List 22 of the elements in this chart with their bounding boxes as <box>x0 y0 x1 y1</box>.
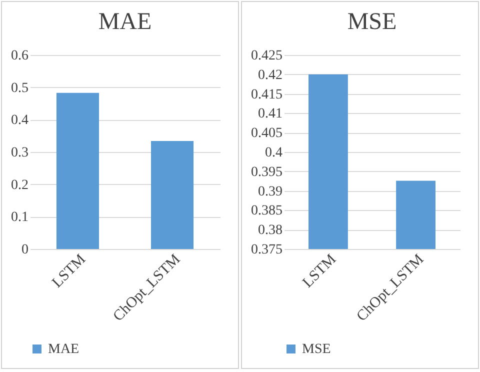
y-tick-label: 0.41 <box>258 106 282 122</box>
y-tick-label: 0.425 <box>251 48 282 64</box>
y-tick-label: 0.415 <box>251 87 282 102</box>
y-tick-label: 0.385 <box>251 204 282 219</box>
y-tick-label: 0 <box>22 242 28 258</box>
legend-label: MAE <box>48 342 80 357</box>
y-tick-label: 0.3 <box>11 146 28 160</box>
y-tick-label: 0.395 <box>251 164 282 180</box>
y-tick-label: 0.4 <box>11 113 28 128</box>
chart-title: MSE <box>347 9 397 35</box>
y-tick-label: 0.1 <box>11 210 28 226</box>
y-tick-label: 0.39 <box>258 184 282 200</box>
chart-title: MAE <box>98 9 152 35</box>
y-tick-label: 0.405 <box>251 126 282 142</box>
legend-label: MSE <box>302 342 331 357</box>
y-tick-label: 0.375 <box>251 242 282 258</box>
y-tick-label: 0.4 <box>265 146 282 160</box>
y-tick-label: 0.2 <box>11 178 28 193</box>
y-tick-label: 0.38 <box>258 223 282 238</box>
y-tick-label: 0.6 <box>11 48 28 64</box>
y-tick-label: 0.5 <box>11 80 28 96</box>
y-tick-label: 0.42 <box>258 68 282 83</box>
